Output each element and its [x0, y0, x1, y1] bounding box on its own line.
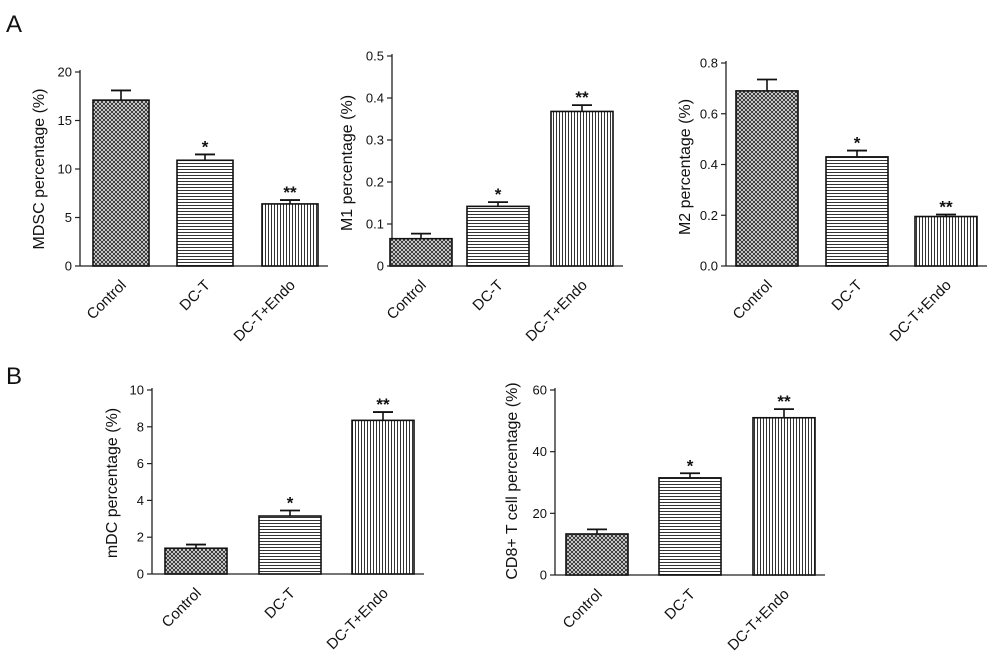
x-category-label: DC-T+Endo [523, 277, 591, 345]
panel-label-b: B [6, 363, 22, 390]
y-axis-title: M2 percentage (%) [677, 99, 694, 235]
y-tick-label: 6 [137, 456, 144, 471]
y-tick-label: 0.4 [366, 91, 384, 106]
y-tick-label: 2 [137, 530, 144, 545]
bar [261, 203, 319, 267]
y-axis-title: M1 percentage (%) [339, 95, 356, 231]
bar [389, 237, 453, 267]
chart-4: 0 2 4 6 8 10 mDC percentage (%) Control * DC-T ** D… [104, 383, 424, 653]
bar [658, 477, 722, 576]
y-tick-label: 60 [533, 383, 547, 398]
y-tick-label: 10 [130, 383, 144, 398]
significance-mark: * [495, 185, 502, 204]
significance-mark: ** [376, 395, 390, 414]
significance-mark: ** [939, 197, 953, 216]
x-category-label: DC-T+Endo [231, 277, 299, 345]
x-category-label: Control [730, 277, 776, 323]
y-tick-label: 5 [65, 210, 72, 225]
x-category-label: DC-T [661, 586, 698, 623]
x-category-label: DC-T+Endo [725, 586, 793, 654]
x-category-label: Control [384, 277, 430, 323]
significance-mark: ** [283, 183, 297, 202]
significance-mark: * [287, 494, 294, 513]
y-tick-label: 20 [58, 65, 72, 80]
y-tick-label: 0.2 [700, 208, 718, 223]
bar [565, 533, 629, 576]
bar [466, 205, 530, 267]
x-category-label: DC-T [469, 277, 506, 314]
y-tick-label: 0.2 [366, 175, 384, 190]
chart-2: 0 0.1 0.2 0.3 0.4 0.5 M1 percentage (%) Control… [339, 49, 623, 345]
panel-label-a: A [6, 11, 22, 38]
x-category-label: Control [159, 585, 205, 631]
significance-mark: * [202, 137, 209, 156]
y-tick-label: 0 [65, 259, 72, 274]
y-tick-label: 0.5 [366, 49, 384, 64]
x-category-label: DC-T [261, 585, 298, 622]
y-tick-label: 20 [533, 506, 547, 521]
y-axis-title: CD8+ T cell percentage (%) [504, 382, 521, 579]
y-tick-label: 0.8 [700, 56, 718, 71]
y-tick-label: 0 [540, 568, 547, 583]
bar [176, 159, 234, 267]
y-tick-label: 0.6 [700, 106, 718, 121]
bar [914, 215, 978, 267]
y-axis-title: mDC percentage (%) [104, 408, 121, 558]
significance-mark: ** [575, 88, 589, 107]
bar [825, 156, 889, 267]
chart-5: 0 20 40 60 CD8+ T cell percentage (%) Control… [504, 382, 825, 654]
significance-mark: * [854, 134, 861, 153]
y-tick-label: 10 [58, 162, 72, 177]
x-category-label: Control [84, 277, 130, 323]
x-category-label: DC-T+Endo [887, 277, 955, 345]
y-tick-label: 0.1 [366, 217, 384, 232]
y-tick-label: 0.4 [700, 157, 718, 172]
y-tick-label: 0 [137, 567, 144, 582]
bar [752, 416, 816, 576]
significance-mark: * [687, 456, 694, 475]
y-tick-label: 0.3 [366, 133, 384, 148]
y-tick-label: 4 [137, 493, 144, 508]
bar [735, 90, 799, 267]
chart-1: 0 5 10 15 20 MDSC percentage (%) Control * DC-T *… [31, 65, 328, 345]
y-tick-label: 8 [137, 419, 144, 434]
x-category-label: DC-T+Endo [324, 585, 392, 653]
x-category-label: Control [560, 586, 606, 632]
bar [351, 419, 415, 575]
bar [92, 99, 150, 267]
x-category-label: DC-T [176, 277, 213, 314]
significance-mark: ** [777, 392, 791, 411]
y-tick-label: 0.0 [700, 259, 718, 274]
bar [164, 547, 228, 575]
y-tick-label: 15 [58, 113, 72, 128]
y-tick-label: 40 [533, 444, 547, 459]
x-category-label: DC-T [828, 277, 865, 314]
chart-3: 0.0 0.2 0.4 0.6 0.8 M2 percentage (%) Control *… [677, 56, 987, 345]
bar [550, 110, 614, 267]
y-axis-title: MDSC percentage (%) [31, 89, 48, 250]
y-tick-label: 0 [377, 259, 384, 274]
bar [258, 515, 322, 575]
